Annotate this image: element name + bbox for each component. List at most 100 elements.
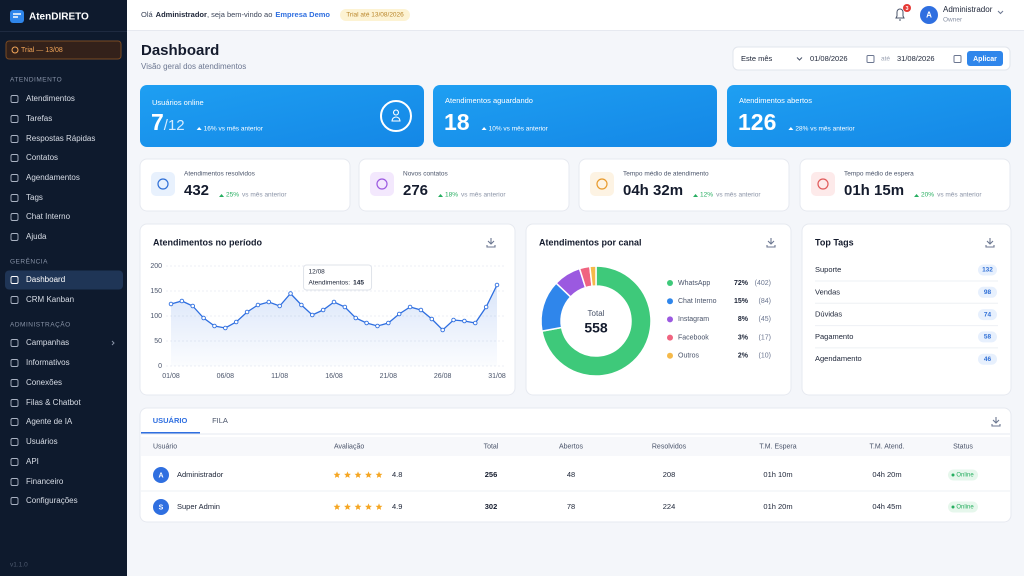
sidebar-item[interactable]: Informativos <box>26 358 70 367</box>
sidebar-item[interactable]: Ajuda <box>26 232 47 241</box>
stat-icon-bg <box>590 172 614 196</box>
table-column-header: Avaliação <box>334 443 364 450</box>
sidebar-item[interactable]: Campanhas <box>26 338 69 347</box>
sidebar-section-title: ATENDIMENTO <box>10 77 62 84</box>
sidebar-item[interactable]: Conexões <box>26 378 62 387</box>
line-point <box>277 303 282 309</box>
stat-icon <box>376 178 388 190</box>
x-tick-label: 01/08 <box>162 373 180 380</box>
delta-arrow <box>693 194 699 197</box>
submenu-chevron <box>111 340 115 346</box>
stat-value: 04h 32m <box>623 182 683 199</box>
download-icon[interactable] <box>486 238 496 248</box>
calendar-icon <box>866 55 875 63</box>
stat-value: 01h 15m <box>844 182 904 199</box>
status-badge <box>948 469 978 481</box>
row-total: 256 <box>485 470 498 479</box>
x-tick-label: 21/08 <box>380 373 398 380</box>
stat-value: 432 <box>184 182 209 199</box>
row-avatar-letter: S <box>159 504 164 511</box>
row-avatar <box>153 467 169 483</box>
row-rating: 4.9 <box>392 502 402 511</box>
users-table-card <box>139 407 1012 523</box>
line-point <box>342 304 348 310</box>
legend-dot <box>667 334 673 341</box>
delta-arrow <box>788 127 794 130</box>
sidebar-item-icon <box>10 497 19 505</box>
sidebar-item[interactable]: Filas & Chatbot <box>26 398 81 407</box>
sidebar-item[interactable]: Tarefas <box>26 114 52 123</box>
highlight-total: /12 <box>164 117 185 134</box>
sidebar-section-title: ADMINISTRAÇÃO <box>10 320 71 329</box>
stat-card <box>578 158 790 212</box>
notification-count: 3 <box>905 6 908 12</box>
apply-button[interactable] <box>967 51 1003 66</box>
sidebar-item[interactable]: Usuários <box>26 437 58 446</box>
status-dot <box>951 473 955 477</box>
line-point <box>331 299 337 305</box>
legend-dot <box>667 316 673 323</box>
sidebar-item-icon <box>10 194 19 202</box>
date-from[interactable]: 01/08/2026 <box>810 54 848 63</box>
stat-icon-bg <box>370 172 394 196</box>
legend-label: Facebook <box>678 334 709 341</box>
line-point <box>201 315 206 321</box>
app-version: v1.1.0 <box>10 562 28 569</box>
download-icon[interactable] <box>766 238 776 248</box>
rating-star <box>365 471 372 478</box>
sidebar-item-icon <box>10 399 19 407</box>
highlight-card <box>140 85 424 147</box>
tag-count-badge <box>978 353 997 365</box>
table-column-header: Abertos <box>559 443 584 450</box>
row-resolved: 224 <box>663 502 676 511</box>
row-handle: 04h 20m <box>872 470 901 479</box>
tooltip <box>303 264 373 291</box>
highlight-label: Usuários online <box>152 98 204 107</box>
user-avatar[interactable] <box>920 6 938 24</box>
download-icon[interactable] <box>985 238 995 248</box>
legend-count: (45) <box>759 316 771 323</box>
sidebar-item[interactable]: Financeiro <box>26 477 64 486</box>
line-point <box>462 318 467 324</box>
sidebar-item[interactable]: Atendimentos <box>26 94 75 103</box>
sidebar-item[interactable]: Contatos <box>26 153 58 162</box>
line-point <box>223 325 228 331</box>
sidebar-item[interactable]: Dashboard <box>26 275 65 284</box>
period-select[interactable]: Este mês <box>741 54 773 63</box>
stat-icon <box>157 178 169 190</box>
table-column-header: Resolvidos <box>652 443 687 450</box>
legend-label: Chat Interno <box>678 298 717 305</box>
online-users-icon <box>380 100 412 132</box>
highlight-label: Atendimentos abertos <box>739 96 812 105</box>
stat-delta: 25% <box>226 192 239 199</box>
stat-icon <box>596 178 608 190</box>
row-avatar-letter: A <box>158 472 163 479</box>
line-point <box>407 304 413 310</box>
date-to[interactable]: 31/08/2026 <box>897 54 935 63</box>
stat-note: vs mês anterior <box>242 192 287 199</box>
status-text: Online <box>956 473 974 479</box>
trial-icon <box>11 46 19 54</box>
y-tick-label: 150 <box>150 288 162 295</box>
rating-star <box>365 503 372 510</box>
sidebar-item[interactable]: Agendamentos <box>26 173 80 182</box>
table-column-header: Total <box>484 443 499 450</box>
sidebar-item[interactable]: CRM Kanban <box>26 295 74 304</box>
legend-percent: 72% <box>734 280 749 287</box>
chart-title: Atendimentos por canal <box>539 237 642 247</box>
y-tick-label: 100 <box>150 313 162 320</box>
x-tick-label: 31/08 <box>488 373 506 380</box>
notification-bell[interactable] <box>895 8 905 21</box>
user-avatar-letter: A <box>926 11 932 20</box>
sidebar-item[interactable]: API <box>26 457 39 466</box>
sidebar-item[interactable]: Respostas Rápidas <box>26 134 95 143</box>
sidebar-item[interactable]: Configurações <box>26 496 78 505</box>
legend-count: (17) <box>759 334 771 341</box>
table-tab[interactable]: USUÁRIO <box>153 416 188 425</box>
sidebar-item[interactable]: Chat Interno <box>26 212 71 221</box>
sidebar-item[interactable]: Tags <box>26 193 43 202</box>
download-icon[interactable] <box>991 417 1001 427</box>
sidebar-item[interactable]: Agente de IA <box>26 417 73 426</box>
table-tab[interactable]: FILA <box>212 416 228 425</box>
